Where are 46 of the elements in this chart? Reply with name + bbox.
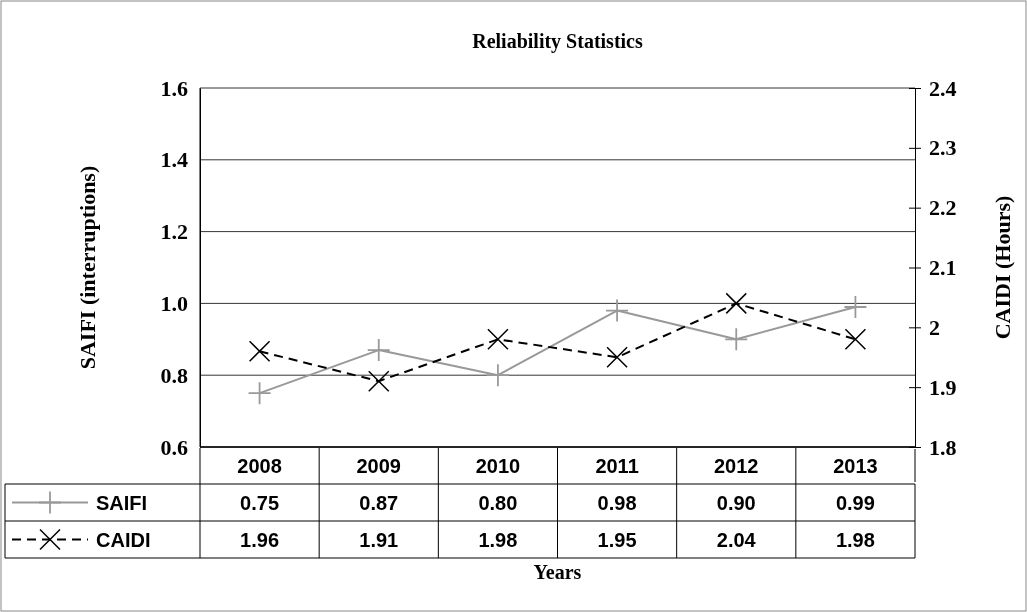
- point: [367, 339, 390, 362]
- data-label: 0.99: [835, 491, 875, 514]
- y-tick-label: 0.6: [160, 434, 188, 460]
- y-tick-label: 1.4: [160, 147, 188, 173]
- y2-tick-label: 2.2: [929, 195, 957, 221]
- y2-tick-label: 2: [929, 314, 940, 340]
- y-tick-label: 1.2: [160, 219, 188, 245]
- x-tick-label: 2011: [595, 454, 639, 477]
- x-tick-label: 2008: [237, 454, 282, 477]
- y-tick-label: 1.6: [160, 75, 188, 101]
- y2-axis-title: CAIDI (Hours): [990, 195, 1015, 340]
- y-tick-label: 1.0: [160, 290, 188, 316]
- data-label: 1.98: [835, 528, 875, 551]
- x-tick-label: 2009: [356, 454, 401, 477]
- y2-tick-label: 1.8: [929, 434, 957, 460]
- x-tick-label: 2010: [475, 454, 521, 477]
- legend-label: SAIFI: [96, 491, 148, 514]
- data-label: 2.04: [716, 528, 757, 551]
- x-tick-label: 2013: [833, 454, 878, 477]
- data-label: 1.96: [240, 528, 280, 551]
- chart-title: Reliability Statistics: [472, 30, 643, 53]
- x-axis-title: Years: [533, 561, 582, 583]
- point: [606, 346, 628, 368]
- data-label: 0.80: [478, 491, 518, 514]
- y2-tick-label: 2.1: [929, 255, 957, 281]
- data-label: 1.98: [478, 528, 518, 551]
- point: [486, 364, 509, 387]
- x-tick-label: 2012: [714, 454, 759, 477]
- data-label: 0.75: [240, 491, 280, 514]
- point: [248, 340, 271, 363]
- point: [368, 370, 390, 392]
- point: [487, 328, 509, 351]
- point: [844, 328, 867, 351]
- y2-tick-label: 1.9: [929, 374, 957, 400]
- data-label: 0.90: [716, 491, 756, 514]
- point: [725, 292, 747, 315]
- y2-tick-label: 2.3: [929, 135, 957, 161]
- y-axis-title: SAIFI (interruptions): [75, 165, 100, 370]
- data-label: 0.87: [359, 491, 399, 514]
- legend-label: CAIDI: [96, 528, 151, 551]
- data-label: 0.98: [597, 491, 637, 514]
- data-label: 1.91: [359, 528, 399, 551]
- point: [725, 328, 748, 351]
- y-tick-label: 0.8: [160, 362, 188, 388]
- data-label: 1.95: [597, 528, 637, 551]
- y2-tick-label: 2.4: [929, 75, 957, 101]
